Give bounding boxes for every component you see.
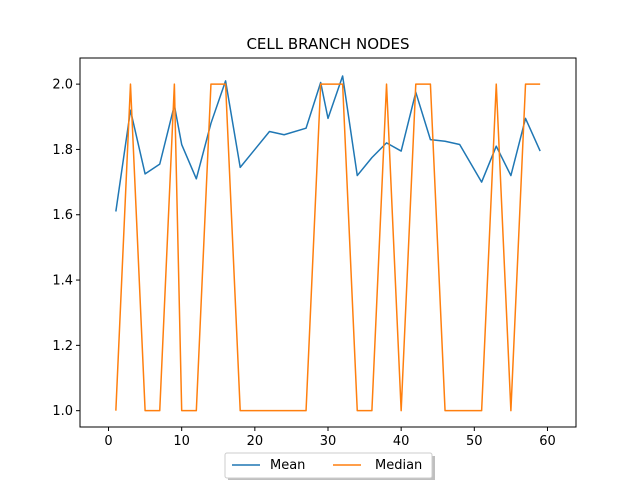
y-tick-label: 1.2	[52, 339, 73, 354]
x-tick-label: 40	[393, 434, 410, 449]
y-tick-label: 1.4	[52, 274, 73, 289]
x-tick-label: 30	[320, 434, 337, 449]
x-axis: 0 10 20 30 40 50 60	[104, 427, 556, 449]
x-tick-label: 60	[539, 434, 556, 449]
series-line-median	[115, 83, 541, 412]
legend: Mean Median	[224, 452, 435, 480]
plot-area	[115, 75, 541, 412]
chart-title: CELL BRANCH NODES	[246, 35, 409, 53]
y-tick-label: 1.8	[52, 143, 73, 158]
legend-box	[224, 452, 433, 479]
y-tick-label: 2.0	[52, 78, 73, 93]
x-tick-label: 0	[104, 434, 112, 449]
series-line-mean	[115, 75, 541, 212]
y-axis: 1.0 1.2 1.4 1.6 1.8 2.0	[52, 78, 80, 419]
y-tick-label: 1.0	[52, 404, 73, 419]
x-tick-label: 20	[247, 434, 264, 449]
legend-median-label: Median	[375, 458, 422, 473]
y-tick-label: 1.6	[52, 208, 73, 223]
x-tick-label: 10	[173, 434, 190, 449]
legend-mean-label: Mean	[270, 458, 305, 473]
axes-frame	[79, 57, 577, 428]
x-tick-label: 50	[466, 434, 483, 449]
